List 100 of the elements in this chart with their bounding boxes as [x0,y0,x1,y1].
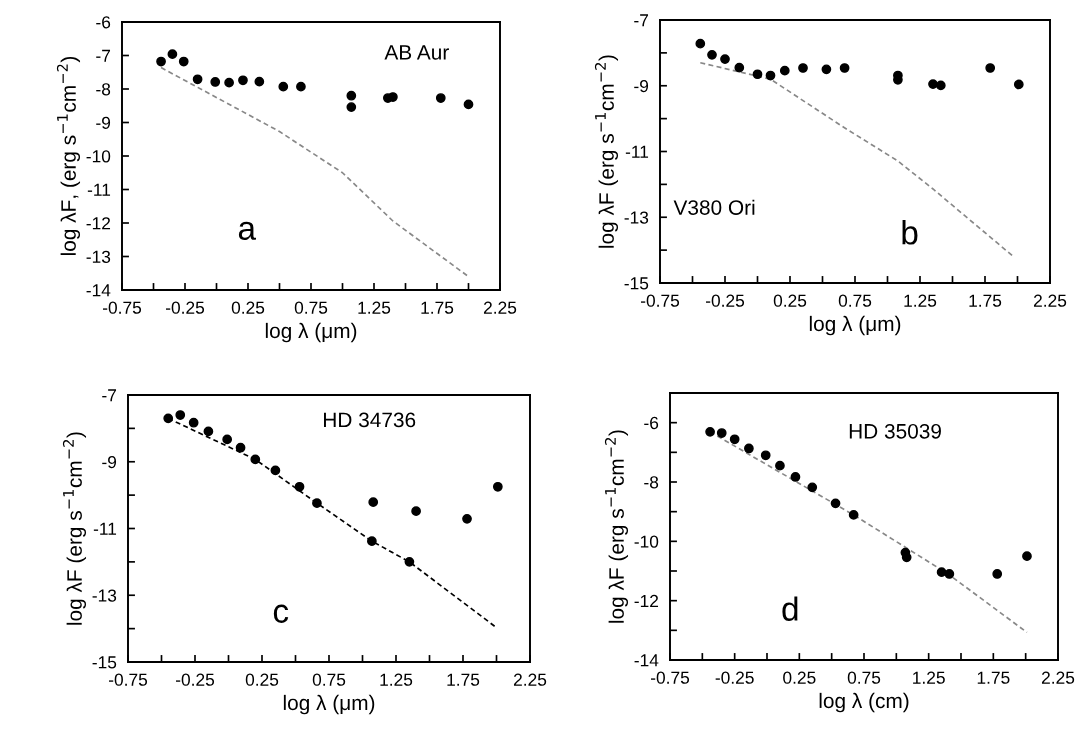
point [695,38,706,49]
point [435,93,446,103]
x-axis-title: log λ (cm) [819,692,909,713]
x-tick-label: 0.75 [294,301,328,314]
y-tick-label: -9 [102,455,117,469]
point [720,54,730,64]
x-tick-label: 2.25 [483,301,517,314]
x-tick-label: 1.25 [913,671,945,684]
point [294,481,305,492]
point [388,92,398,102]
y-tick-label: -11 [93,522,117,535]
y-tick-label: -13 [86,250,111,263]
point [830,498,841,509]
point [734,62,745,73]
x-tick-label: 0.25 [245,673,279,686]
point [935,80,946,91]
point [404,557,415,567]
point [346,102,357,112]
x-tick-label: 1.75 [447,673,480,686]
point [235,442,246,453]
y-tick-label: -13 [624,211,649,224]
y-tick-label: -14 [86,284,111,297]
point [760,450,771,461]
annotation: c [273,604,289,623]
x-tick-label: -0.75 [102,301,142,314]
x-axis-title: log λ (μm) [265,322,357,343]
point [1013,79,1024,90]
y-tick-label: -12 [634,594,659,607]
point [839,63,850,73]
annotation: b [902,220,918,245]
y-tick-label: -10 [86,150,111,163]
point [765,70,776,81]
point [368,497,379,507]
x-tick-label: -0.25 [175,673,215,686]
point [744,443,754,454]
point [346,90,357,101]
point [312,498,322,508]
point [821,64,832,75]
point [463,99,474,110]
x-tick-label: 0.25 [783,671,816,684]
point [163,413,174,424]
y-tick-label: -7 [634,14,649,27]
point [790,472,801,482]
point [203,426,214,437]
y-tick-label: -15 [624,277,649,290]
x-axis-title: log λ (μm) [809,315,901,336]
y-tick-label: -10 [634,535,659,548]
point [775,460,785,471]
x-tick-label: -0.75 [108,673,148,686]
x-axis-title: log λ (μm) [283,694,375,715]
point [367,536,377,547]
point [707,49,717,60]
y-tick-label: -11 [625,145,649,158]
x-tick-label: -0.25 [165,301,205,314]
point [492,481,503,492]
annotation: a [238,221,257,240]
point [222,434,233,445]
x-tick-label: 0.75 [847,671,881,684]
x-tick-label: 1.25 [904,294,937,307]
y-tick-label: -7 [102,389,117,402]
x-tick-label: 1.75 [977,671,1010,684]
y-tick-label: -9 [634,79,649,93]
annotation: AB Aur [384,45,449,60]
point [210,77,221,87]
point [224,77,234,88]
point [270,465,281,476]
y-tick-label: -9 [96,116,111,129]
point [944,569,955,579]
point [411,506,421,517]
x-tick-label: 2.25 [513,673,547,686]
point [178,56,189,67]
y-tick-label: -8 [644,476,659,489]
point [992,569,1003,579]
point [238,75,248,86]
annotation: d [782,596,798,621]
point [254,76,265,87]
point [752,69,763,80]
point [779,65,790,76]
point [278,81,289,92]
x-tick-label: 2.25 [1041,671,1075,684]
annotation: V380 Ori [673,199,755,215]
point [985,63,996,73]
y-tick-label: -12 [86,217,111,230]
x-tick-label: 2.25 [1033,294,1067,307]
annotation: HD 34736 [324,412,416,428]
y-axis-title: log λF, (erg s$^{−1}$cm$^{−2}$) [56,56,81,256]
point [807,482,818,493]
y-tick-label: -13 [92,589,117,602]
x-tick-label: 1.25 [380,673,413,686]
point [716,428,727,438]
x-tick-label: 0.75 [838,294,872,307]
point [188,417,199,428]
x-tick-label: 1.75 [421,301,454,314]
point [729,434,740,445]
x-tick-label: 1.75 [969,294,1002,307]
x-tick-label: 0.25 [231,301,265,314]
point [167,49,178,60]
point [848,510,859,520]
x-tick-label: 0.75 [312,673,346,686]
y-tick-label: -14 [634,654,659,667]
